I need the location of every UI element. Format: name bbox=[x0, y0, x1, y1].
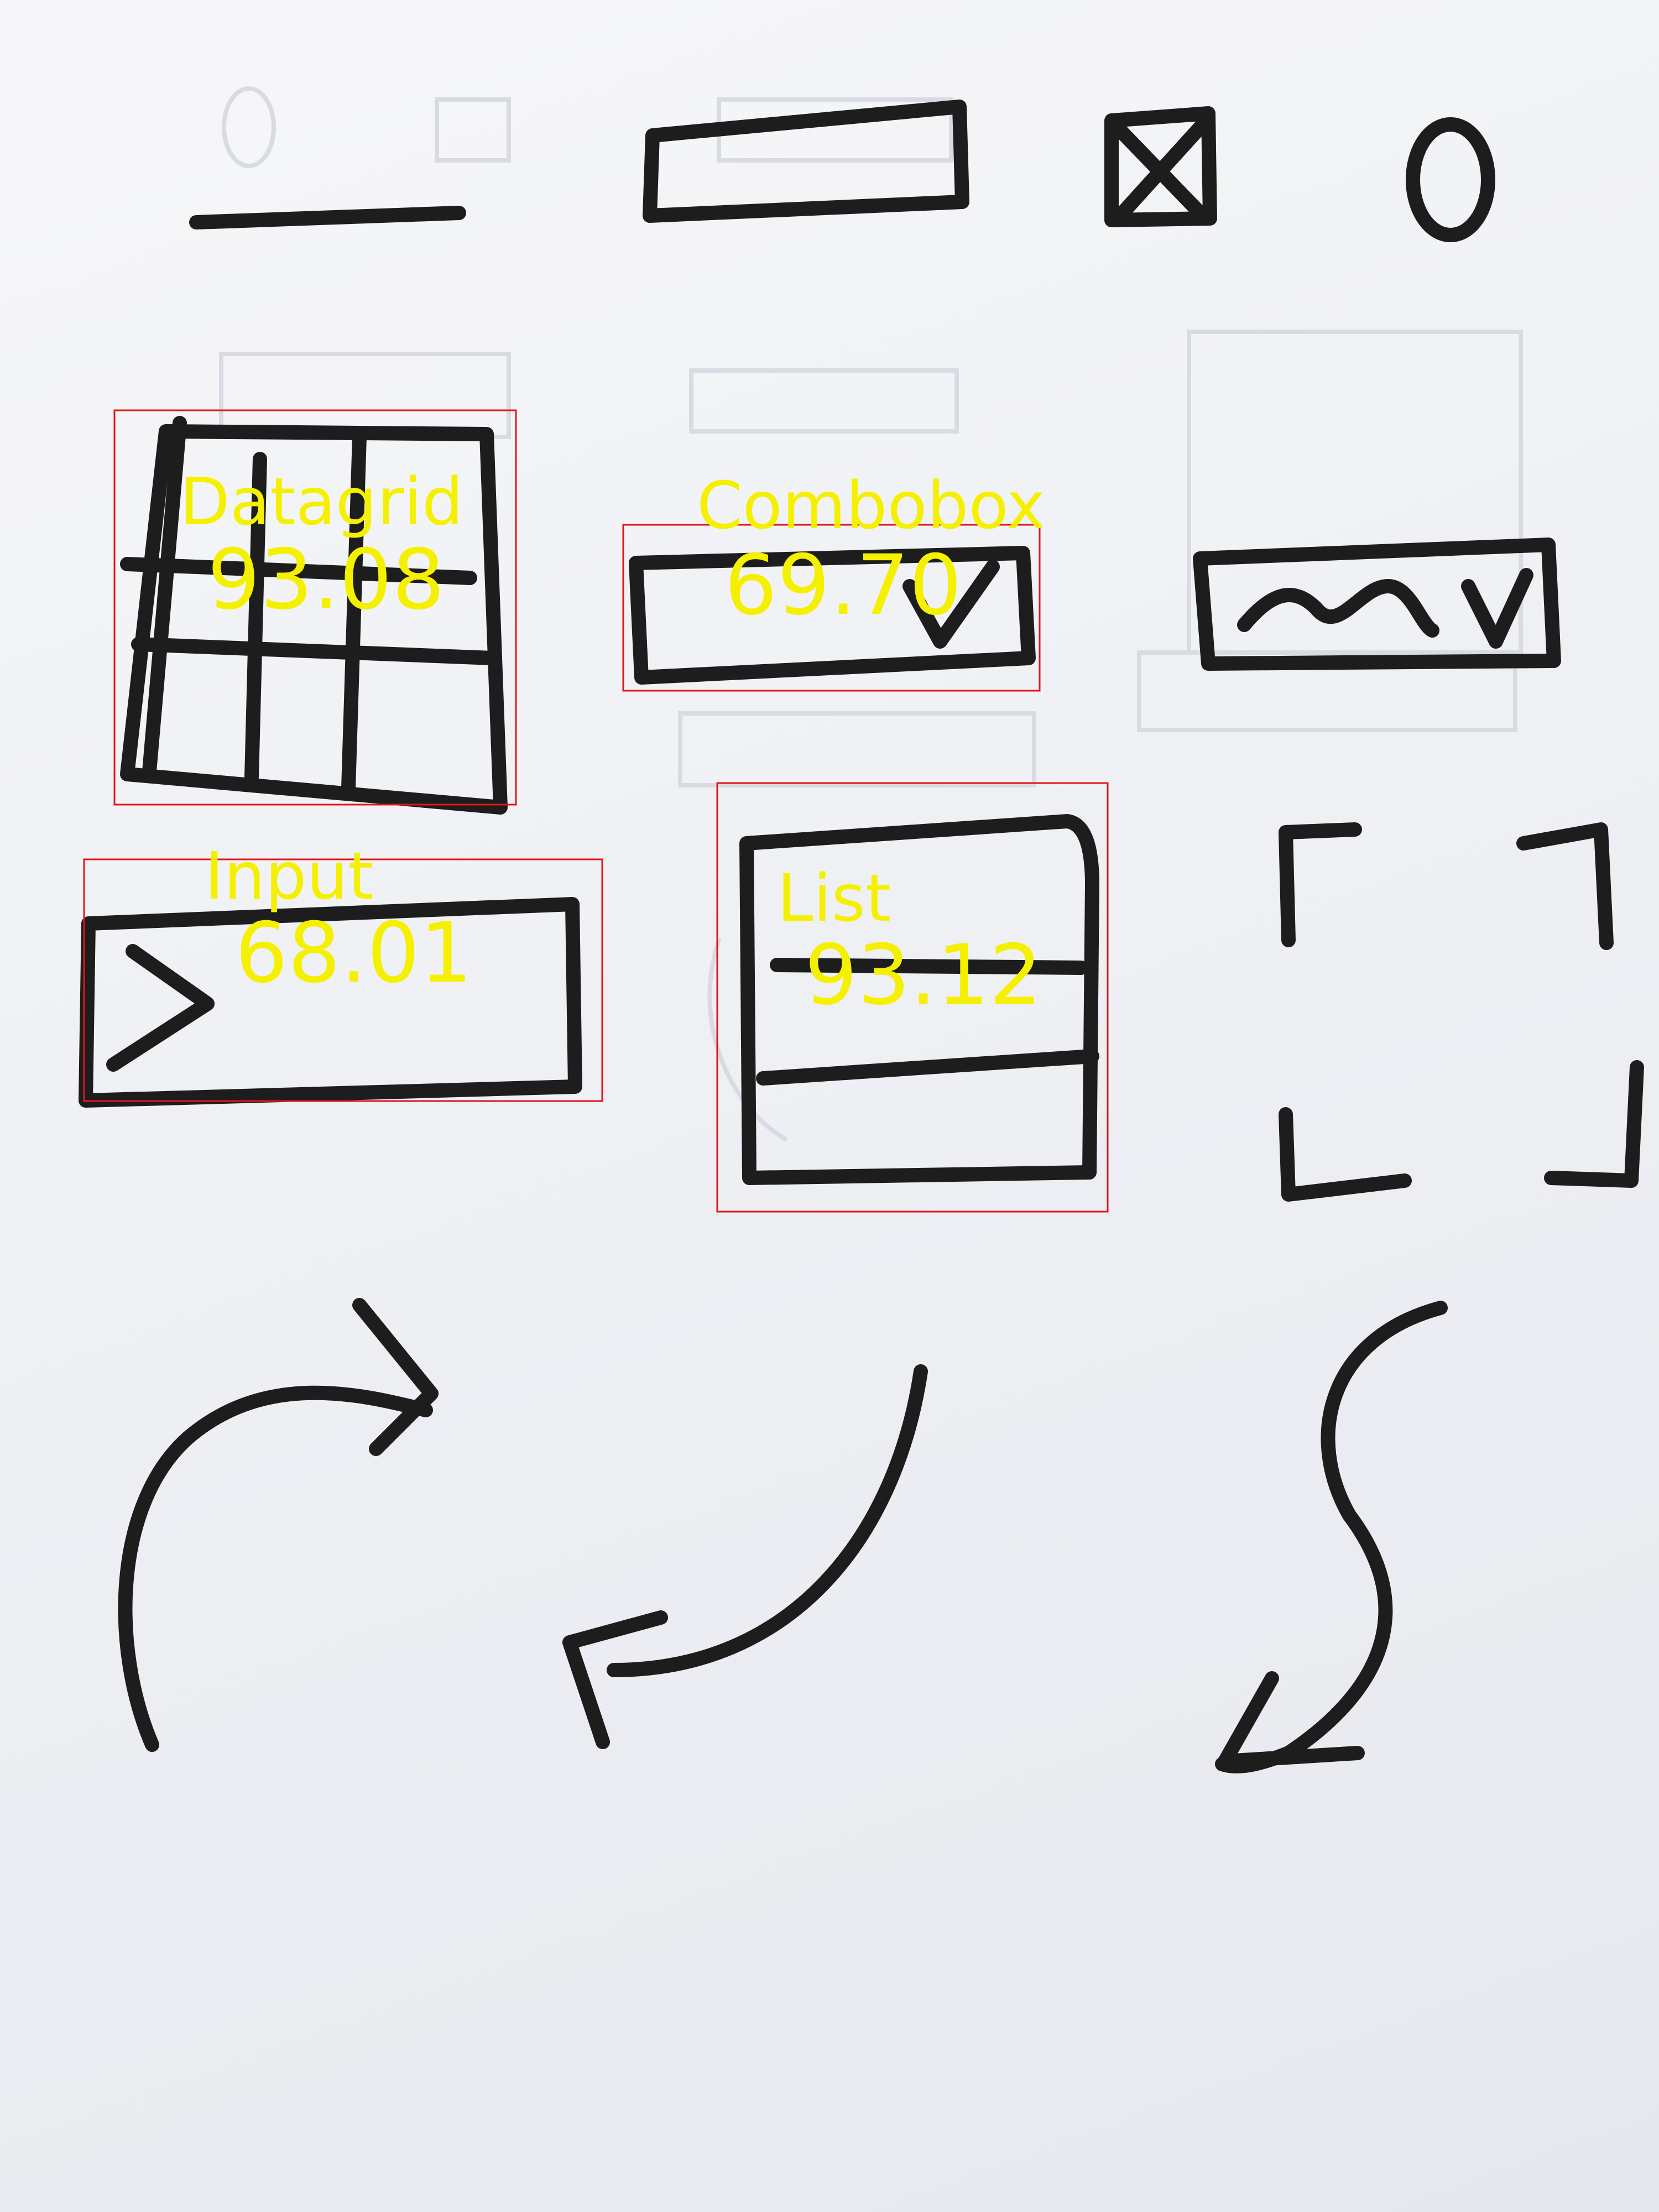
detection-score: 93.08 bbox=[207, 532, 445, 628]
detection-box bbox=[716, 782, 1109, 1213]
detection-box bbox=[622, 524, 1041, 692]
detection-overlays: Datagrid93.08Combobox69.70Input68.01List… bbox=[83, 409, 1109, 1213]
sketch-radio-icon bbox=[1406, 117, 1495, 242]
sketch-input-field bbox=[79, 897, 582, 1108]
sketch-list bbox=[739, 814, 1099, 1185]
detection-box bbox=[83, 858, 603, 1102]
sketch-datagrid bbox=[120, 416, 508, 815]
sketch-image-placeholder bbox=[1279, 822, 1644, 1202]
detection-score: 93.12 bbox=[805, 927, 1042, 1024]
sketch-line bbox=[189, 206, 466, 229]
sketch-checkbox-icon bbox=[1104, 106, 1217, 227]
detection-score: 68.01 bbox=[235, 905, 472, 1001]
sketch-combobox bbox=[629, 546, 1036, 685]
sketch-arrow-up-right bbox=[118, 1298, 439, 1752]
detection-label: Combobox bbox=[697, 467, 1045, 544]
sketch-rectangle bbox=[643, 100, 969, 223]
detection-label: Datagrid bbox=[180, 463, 463, 540]
detection-box bbox=[113, 409, 517, 806]
sketch-arrow-s-curve bbox=[1215, 1301, 1448, 1773]
sketch-dropdown bbox=[1193, 538, 1561, 671]
detection-score: 69.70 bbox=[724, 538, 962, 634]
detection-label: List bbox=[777, 860, 891, 936]
sketch-arrow-down-left bbox=[562, 1364, 928, 1749]
detection-label: Input bbox=[205, 838, 374, 914]
